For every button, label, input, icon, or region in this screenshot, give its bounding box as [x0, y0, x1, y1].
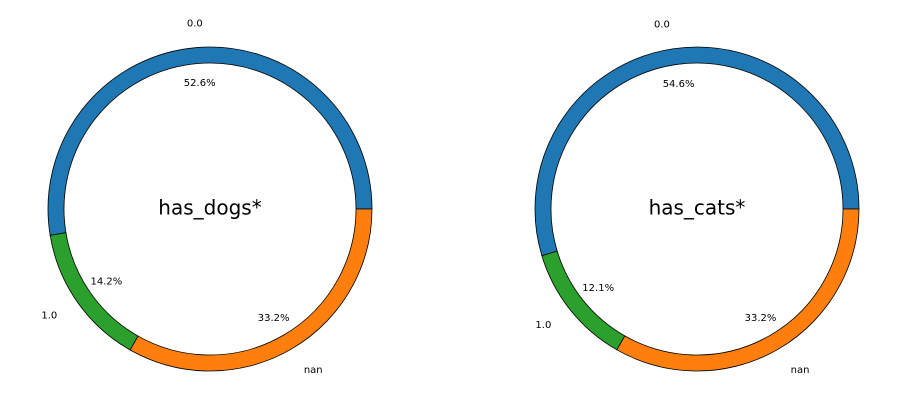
percent-label-nan: 33.2%: [258, 313, 290, 324]
donut-chart-has-cats: 0.0 54.6% 1.0 12.1% nan 33.2% has_cats*: [534, 20, 860, 376]
category-label-nan: nan: [304, 365, 323, 376]
percent-label-nan: 33.2%: [745, 313, 777, 324]
percent-label-0-0: 54.6%: [663, 79, 695, 90]
percent-label-1-0: 14.2%: [91, 276, 123, 287]
donut-slice-nan: [616, 208, 860, 372]
category-label-0-0: 0.0: [187, 18, 203, 29]
chart-title: has_cats*: [649, 196, 746, 220]
donut-slice-0-0: [534, 46, 860, 257]
category-label-0-0: 0.0: [654, 20, 670, 31]
donut-slice-nan: [129, 208, 373, 372]
donut-chart-has-dogs: 0.0 52.6% 1.0 14.2% nan 33.2% has_dogs*: [41, 18, 373, 376]
donut-slice-1-0: [49, 232, 139, 351]
chart-title: has_dogs*: [158, 196, 261, 220]
donut-slice-1-0: [541, 250, 626, 351]
category-label-nan: nan: [791, 365, 810, 376]
percent-label-1-0: 12.1%: [582, 283, 614, 294]
category-label-1-0: 1.0: [41, 311, 57, 322]
category-label-1-0: 1.0: [535, 320, 551, 331]
percent-label-0-0: 52.6%: [184, 78, 216, 89]
